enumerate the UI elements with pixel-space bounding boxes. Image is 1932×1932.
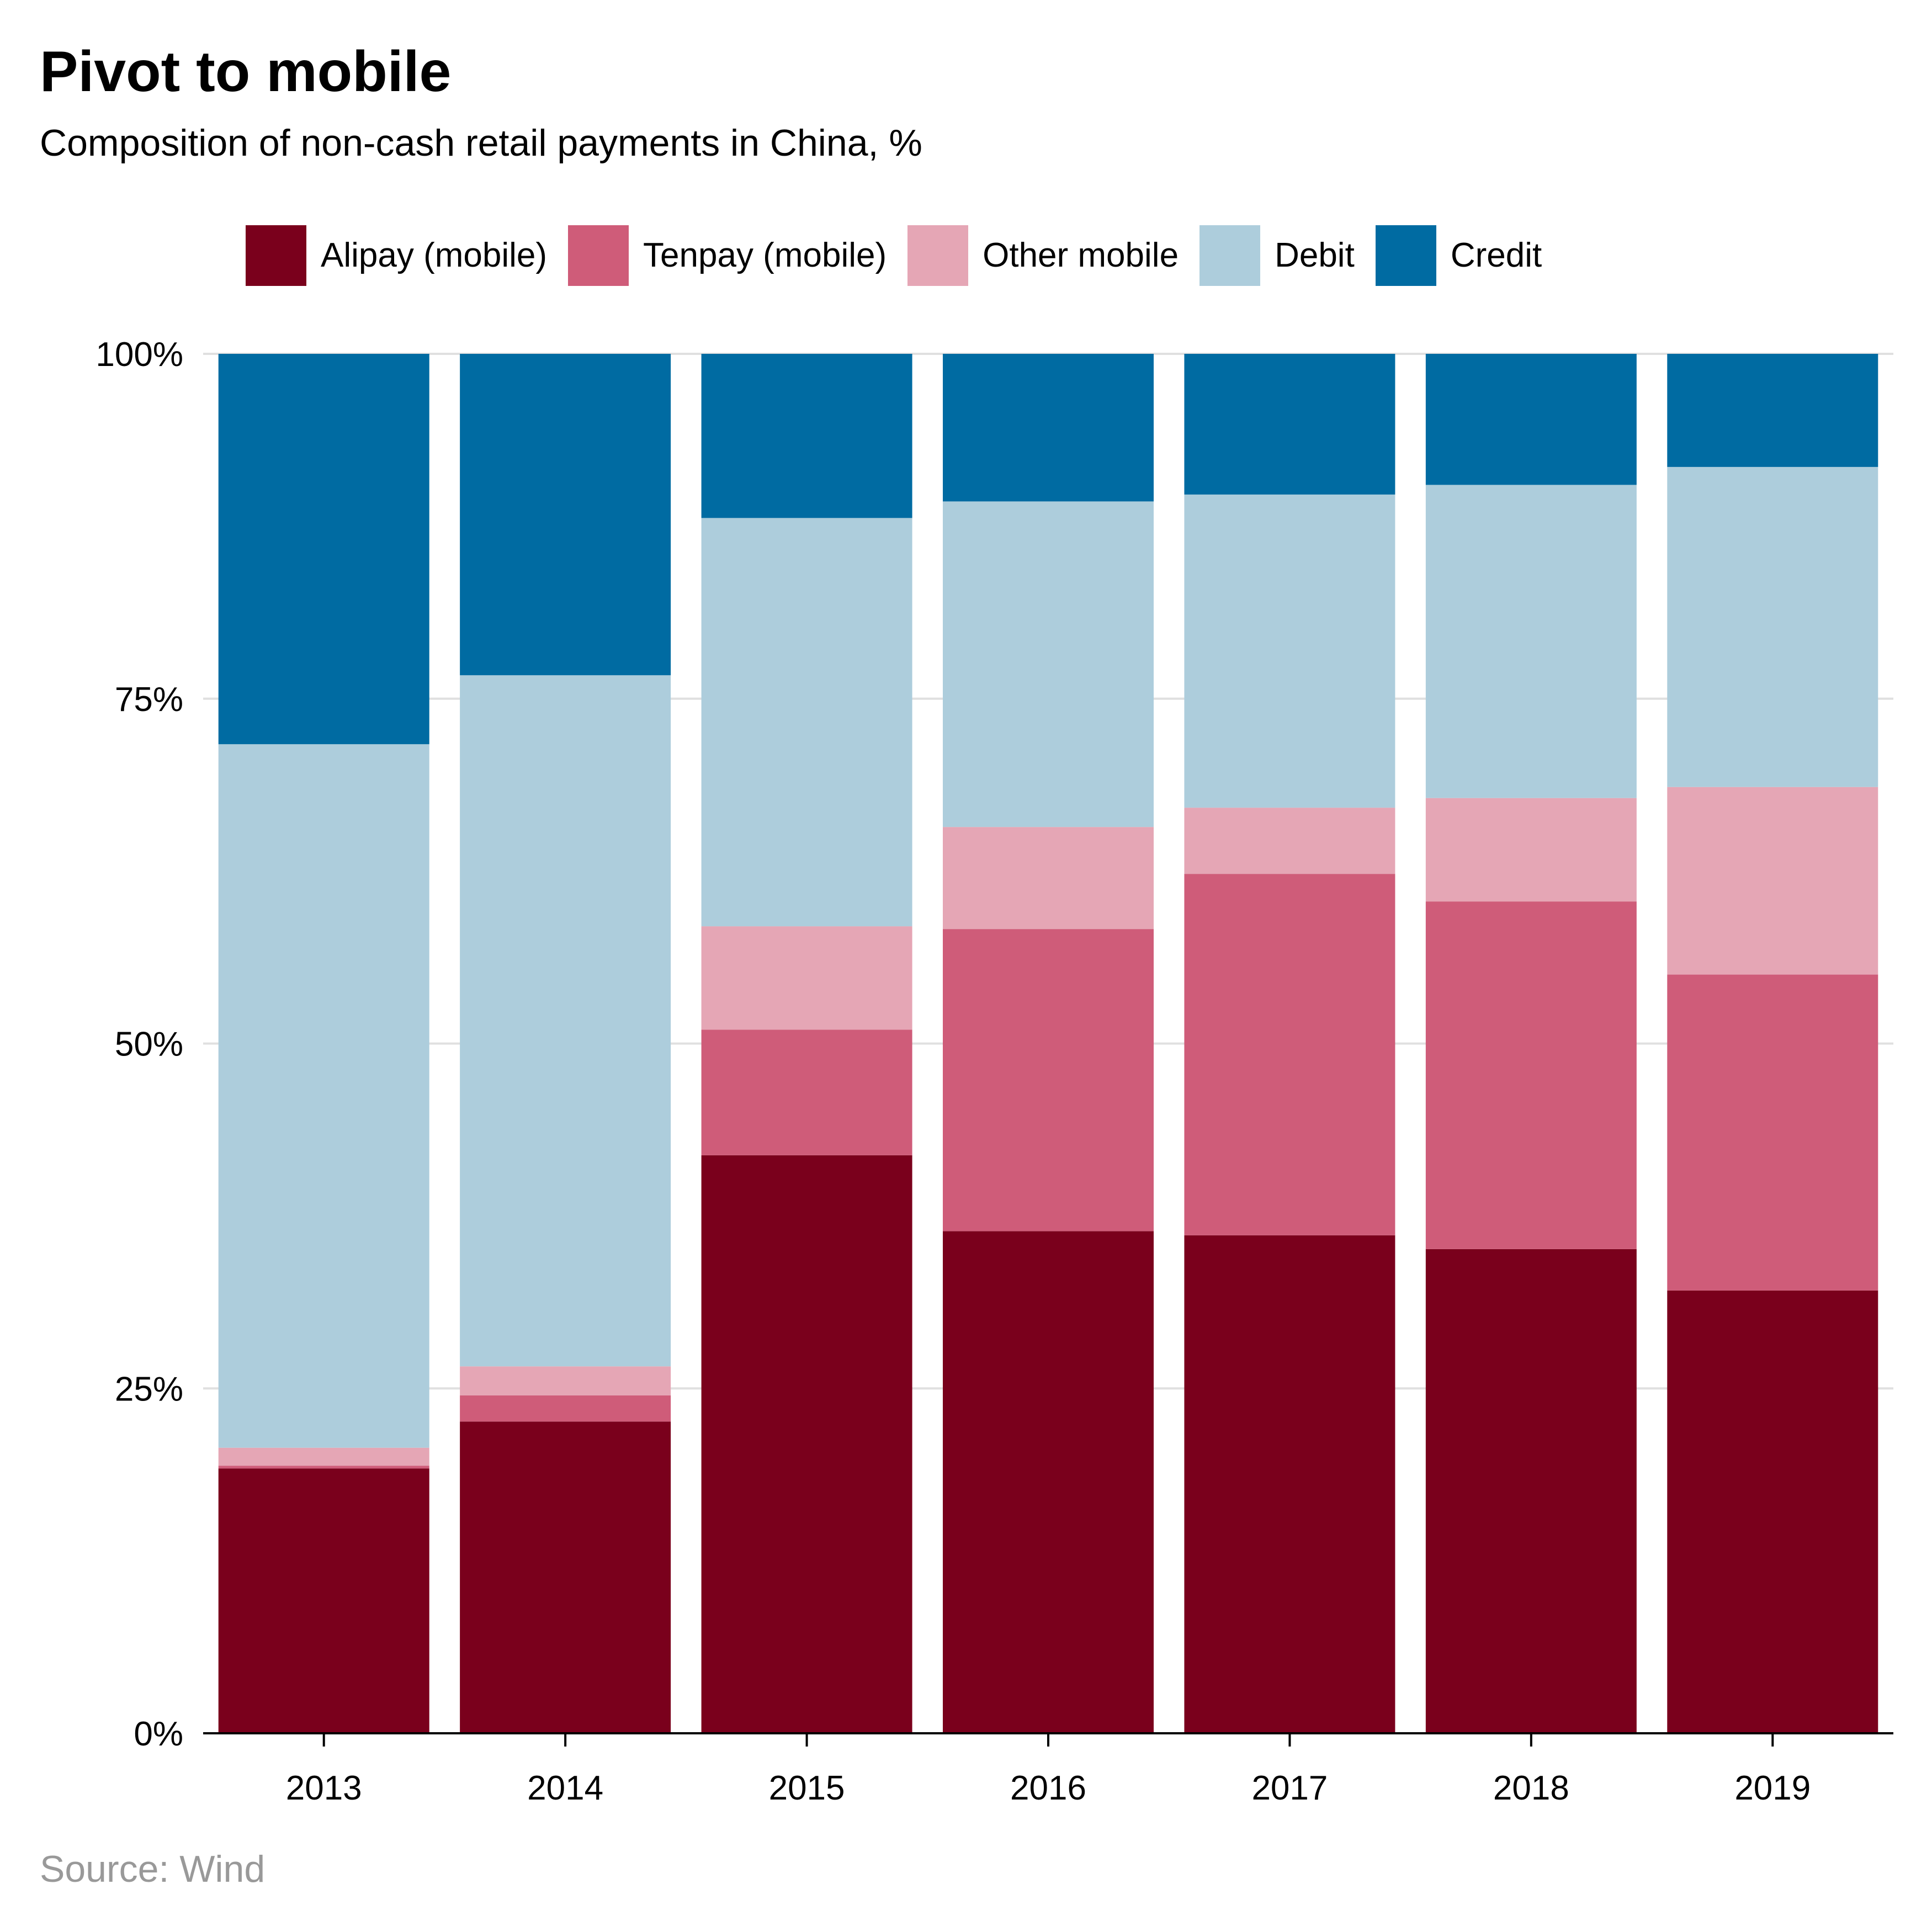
bar-segment-2016-tenpay-mobile — [943, 929, 1154, 1232]
bar-segment-2014-debit — [460, 675, 671, 1367]
legend-swatch-tenpay — [568, 225, 629, 286]
bar-segment-2014-credit — [460, 354, 671, 676]
bar-segment-2015-credit — [701, 354, 912, 518]
x-tick-label: 2013 — [286, 1769, 362, 1807]
legend-label-alipay: Alipay (mobile) — [321, 236, 548, 274]
bar-segment-2015-tenpay-mobile — [701, 1029, 912, 1155]
bar-segment-2018-credit — [1425, 354, 1637, 485]
bar-segment-2019-alipay-mobile — [1667, 1290, 1878, 1733]
bar-segment-2018-other-mobile — [1425, 798, 1637, 902]
y-tick-label: 100% — [95, 336, 183, 374]
bar-segment-2017-credit — [1184, 354, 1395, 495]
x-tick-label: 2016 — [1010, 1769, 1086, 1807]
x-tick-label: 2019 — [1734, 1769, 1811, 1807]
legend: Alipay (mobile) Tenpay (mobile) Other mo… — [246, 224, 1563, 287]
bar-segment-2016-debit — [943, 501, 1154, 827]
bar-segment-2013-other-mobile — [218, 1447, 429, 1466]
y-tick-label: 0% — [134, 1715, 183, 1753]
legend-swatch-alipay — [246, 225, 306, 286]
x-tick-label: 2014 — [527, 1769, 603, 1807]
bar-segment-2017-tenpay-mobile — [1184, 874, 1395, 1235]
y-tick-label: 75% — [115, 681, 183, 719]
bar-segment-2013-alipay-mobile — [218, 1468, 429, 1733]
bar-segment-2018-alipay-mobile — [1425, 1249, 1637, 1733]
bar-segment-2015-alipay-mobile — [701, 1155, 912, 1733]
bar-segment-2017-debit — [1184, 494, 1395, 808]
legend-swatch-other-mobile — [907, 225, 969, 286]
x-tick-label: 2017 — [1251, 1769, 1328, 1807]
bar-segment-2016-other-mobile — [943, 827, 1154, 930]
bar-segment-2019-other-mobile — [1667, 787, 1878, 975]
bar-segment-2016-credit — [943, 354, 1154, 502]
bar-segment-2014-alipay-mobile — [460, 1421, 671, 1733]
bar-segment-2017-other-mobile — [1184, 808, 1395, 874]
bar-segment-2019-tenpay-mobile — [1667, 974, 1878, 1291]
bar-segment-2017-alipay-mobile — [1184, 1235, 1395, 1733]
legend-label-other-mobile: Other mobile — [983, 236, 1179, 274]
legend-swatch-debit — [1199, 225, 1261, 286]
chart-title: Pivot to mobile — [40, 40, 452, 104]
bars — [218, 354, 1878, 1733]
y-tick-label: 25% — [115, 1370, 183, 1408]
x-tick-label: 2015 — [769, 1769, 845, 1807]
axes: 0% 25% 50% 75% 100% 2013 2014 2015 2016 2017 2018 2… — [95, 336, 1893, 1807]
bar-segment-2015-other-mobile — [701, 926, 912, 1030]
legend-swatch-credit — [1375, 225, 1436, 286]
legend-item-credit: Credit — [1375, 225, 1542, 286]
legend-label-debit: Debit — [1275, 236, 1355, 274]
legend-item-other-mobile: Other mobile — [907, 225, 1179, 286]
bar-segment-2013-debit — [218, 744, 429, 1448]
bar-segment-2018-debit — [1425, 485, 1637, 798]
bar-segment-2018-tenpay-mobile — [1425, 901, 1637, 1249]
legend-item-tenpay: Tenpay (mobile) — [568, 225, 887, 286]
legend-item-alipay: Alipay (mobile) — [246, 225, 547, 286]
bar-segment-2015-debit — [701, 518, 912, 927]
bar-segment-2013-tenpay-mobile — [218, 1466, 429, 1469]
bar-segment-2014-tenpay-mobile — [460, 1395, 671, 1422]
legend-item-debit: Debit — [1199, 225, 1355, 286]
bar-segment-2019-debit — [1667, 466, 1878, 787]
bar-segment-2019-credit — [1667, 354, 1878, 467]
bar-segment-2014-other-mobile — [460, 1366, 671, 1395]
legend-label-tenpay: Tenpay (mobile) — [643, 236, 887, 274]
bar-segment-2016-alipay-mobile — [943, 1231, 1154, 1733]
x-tick-label: 2018 — [1493, 1769, 1569, 1807]
bar-segment-2013-credit — [218, 354, 429, 745]
y-tick-label: 50% — [115, 1026, 183, 1064]
chart-subtitle: Composition of non-cash retail payments … — [40, 122, 922, 164]
legend-label-credit: Credit — [1450, 236, 1542, 274]
source-note: Source: Wind — [40, 1848, 266, 1890]
